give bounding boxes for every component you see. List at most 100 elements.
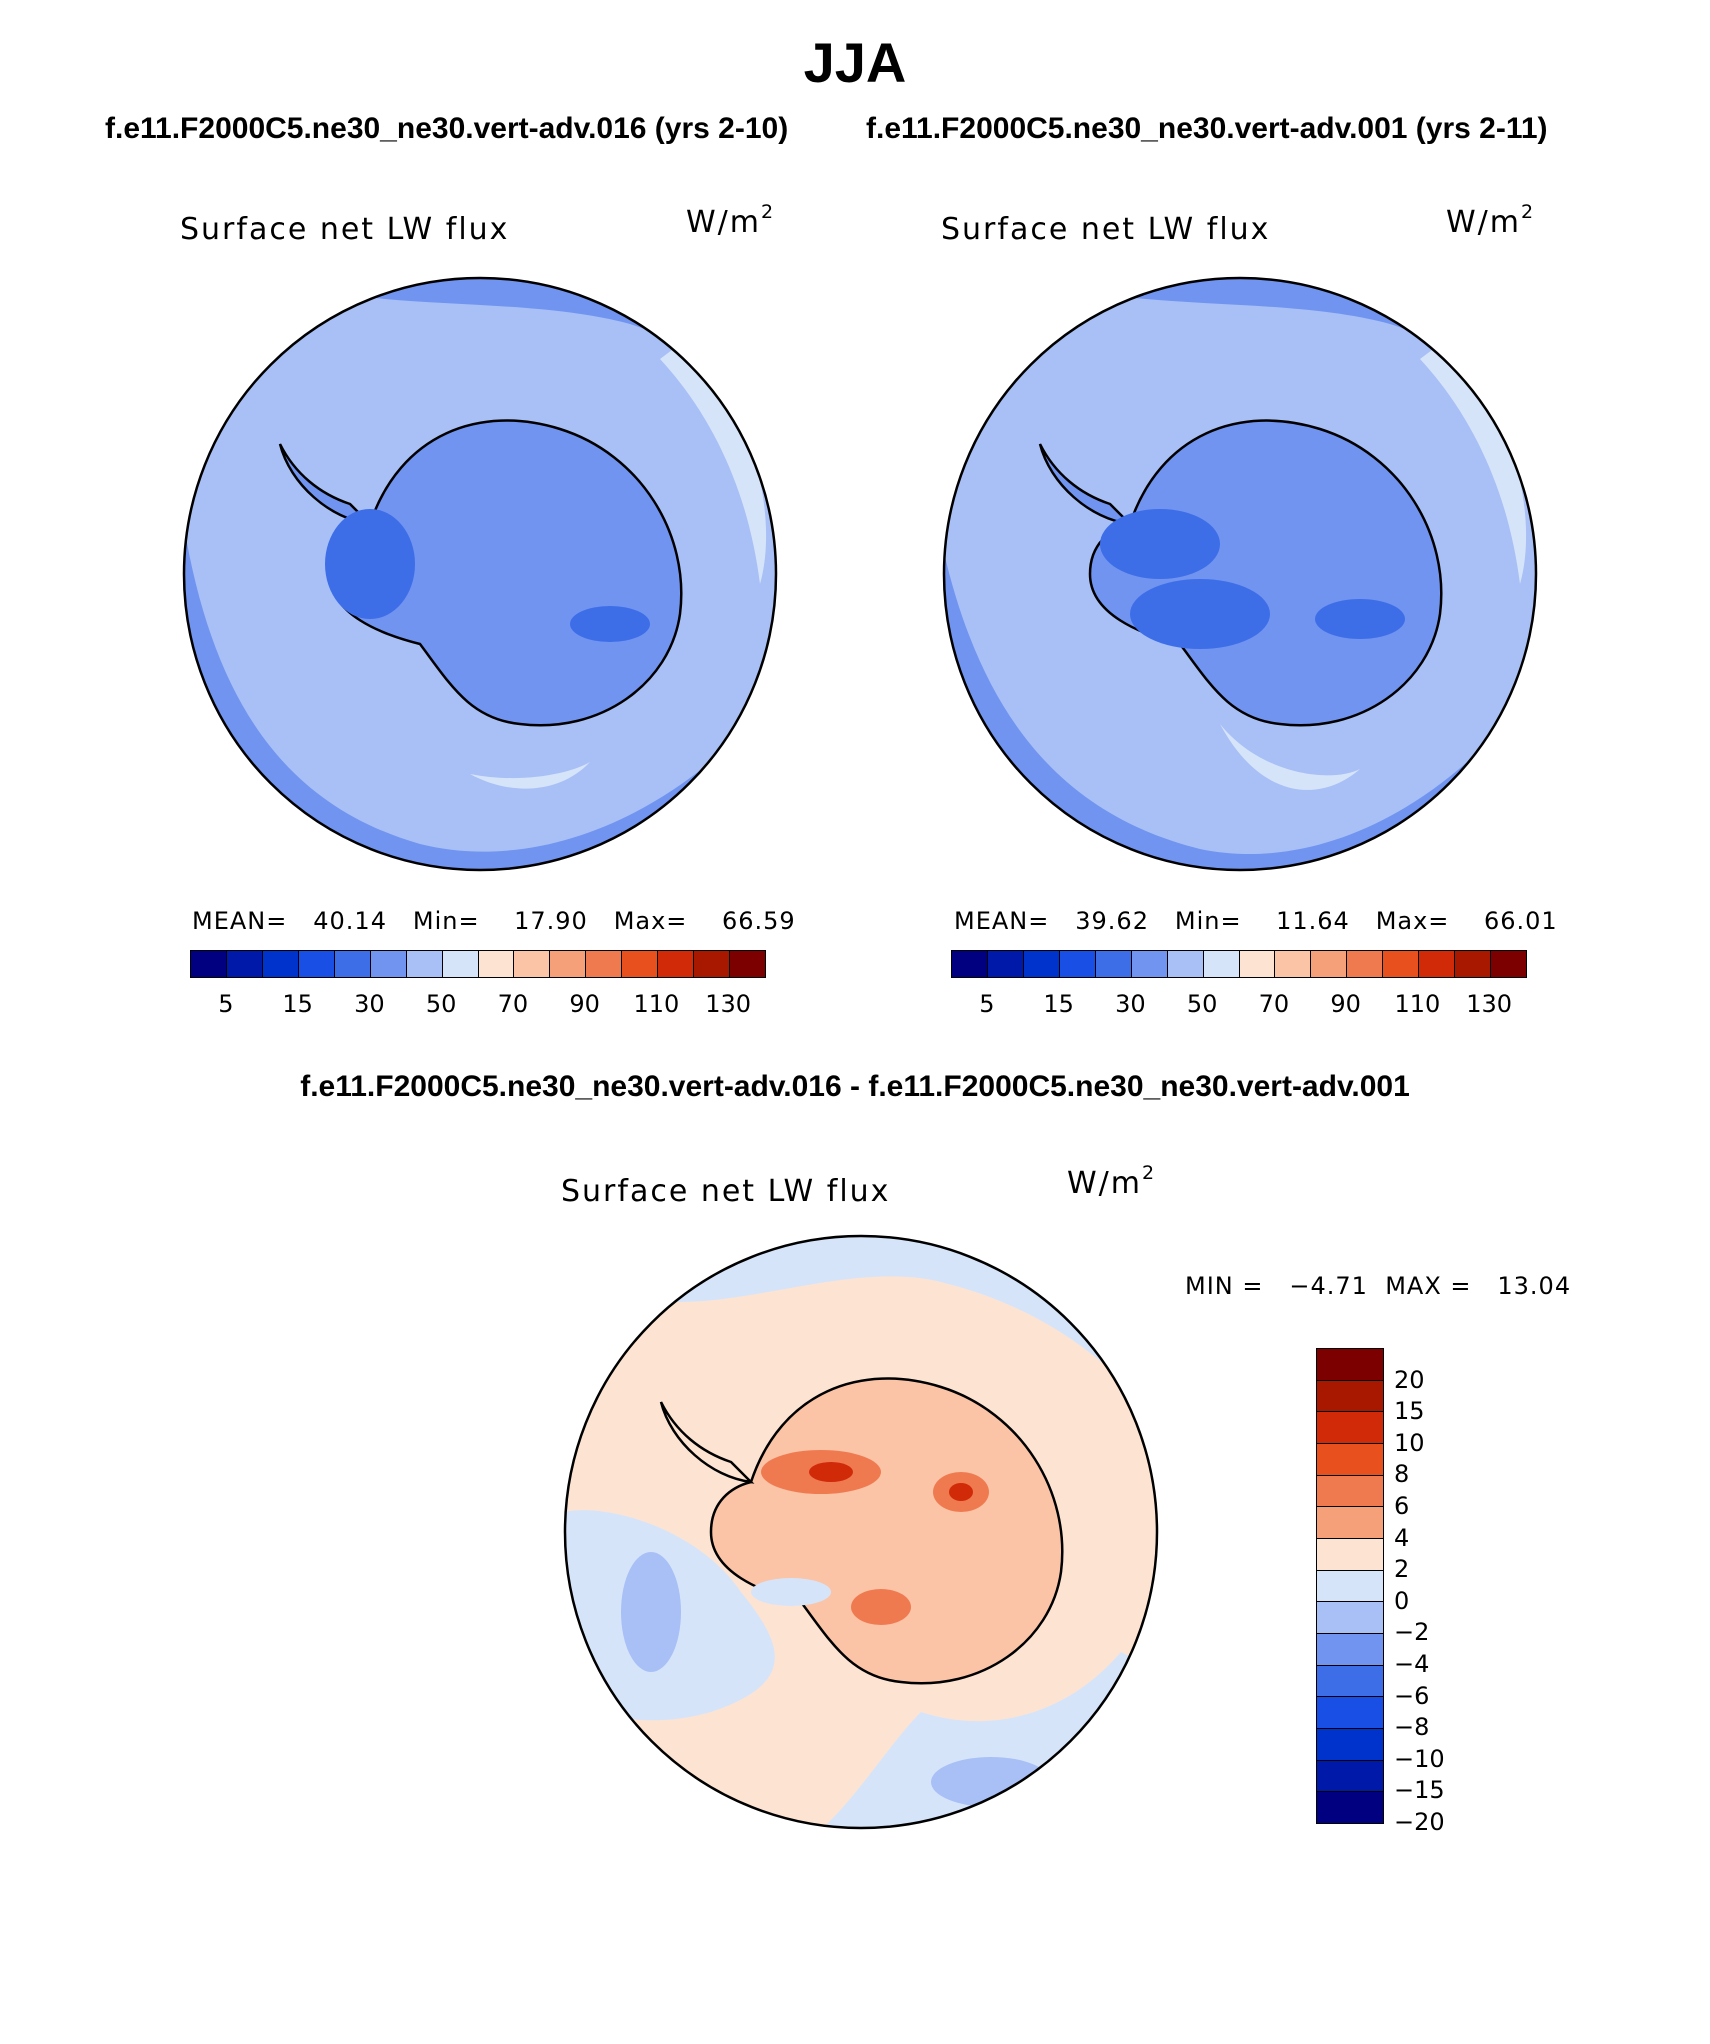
right-colorbar-tick-label: 70	[1258, 990, 1290, 1018]
right-map	[942, 276, 1538, 872]
left-colorbar-box	[442, 951, 479, 977]
right-map-dark-patch	[1100, 509, 1220, 579]
diff-colorbar-tick-label: −6	[1394, 1681, 1430, 1710]
diff-colorbar	[1316, 1348, 1384, 1824]
diff-colorbar-tick-label: 2	[1394, 1555, 1410, 1584]
left-min: 17.90	[514, 907, 588, 935]
left-colorbar-box	[226, 951, 263, 977]
diff-map	[563, 1234, 1159, 1830]
left-map-dark-patch2	[570, 606, 650, 642]
right-colorbar-box	[1131, 951, 1168, 977]
diff-colorbar-tick-label: −10	[1394, 1744, 1445, 1773]
right-min: 11.64	[1276, 907, 1350, 935]
diff-colorbar-tick-label: 8	[1394, 1460, 1410, 1489]
diff-variable-label: Surface net LW flux	[561, 1174, 891, 1209]
diff-map-warm-core	[809, 1462, 853, 1482]
diff-map-cool-patch	[621, 1552, 681, 1672]
diff-colorbar-tick-label: −4	[1394, 1649, 1430, 1678]
diff-min: −4.71	[1289, 1272, 1368, 1300]
left-colorbar-box	[406, 951, 443, 977]
left-max: 66.59	[721, 907, 796, 935]
diff-colorbar-box	[1317, 1697, 1383, 1730]
left-colorbar-box	[191, 951, 227, 977]
left-colorbar-box	[478, 951, 515, 977]
right-colorbar-tick-label: 90	[1330, 990, 1361, 1018]
left-map	[182, 276, 778, 872]
left-colorbar-box	[730, 951, 765, 977]
left-colorbar-tick-label: 5	[218, 990, 234, 1018]
left-colorbar-tick-label: 15	[282, 990, 313, 1018]
diff-colorbar-tick-label: −15	[1394, 1776, 1445, 1805]
right-colorbar-box	[952, 951, 988, 977]
left-colorbar-box	[658, 951, 695, 977]
diff-map-cool-band-top	[565, 1236, 1157, 1412]
left-colorbar-ticks: 5 15 30 50 70 90 110 130	[190, 990, 764, 1020]
diff-colorbar-box	[1317, 1729, 1383, 1761]
left-map-dark-patch	[325, 509, 415, 619]
left-variable-label: Surface net LW flux	[180, 212, 510, 247]
diff-map-warm-patch3	[851, 1589, 911, 1625]
left-colorbar-box	[334, 951, 371, 977]
diff-colorbar-box	[1317, 1475, 1383, 1508]
diff-units-label: W/m2	[1067, 1162, 1155, 1201]
diff-max: 13.04	[1497, 1272, 1572, 1300]
left-colorbar-box	[550, 951, 587, 977]
right-stats: MEAN= 39.62 Min= 11.64 Max= 66.01	[954, 907, 1558, 935]
right-colorbar-tick-label: 130	[1466, 990, 1513, 1018]
diff-colorbar-box	[1317, 1634, 1383, 1666]
right-colorbar-box	[1491, 951, 1526, 977]
right-colorbar-tick-label: 110	[1394, 990, 1441, 1018]
diff-colorbar-tick-label: −20	[1394, 1808, 1445, 1836]
diff-colorbar-box	[1317, 1412, 1383, 1445]
right-map-dark-patch2	[1130, 579, 1270, 649]
right-colorbar-box	[1383, 951, 1420, 977]
right-colorbar-tick-label: 5	[979, 990, 995, 1018]
right-colorbar-tick-label: 30	[1115, 990, 1146, 1018]
left-colorbar-tick-label: 130	[705, 990, 752, 1018]
left-colorbar-tick-label: 50	[425, 990, 457, 1018]
right-max: 66.01	[1483, 907, 1558, 935]
left-mean: 40.14	[313, 907, 387, 935]
diff-colorbar-tick-label: 15	[1394, 1397, 1425, 1426]
diff-colorbar-box	[1317, 1444, 1383, 1476]
diff-map-peninsula	[659, 1401, 755, 1484]
right-colorbar-tick-label: 50	[1186, 990, 1218, 1018]
diff-colorbar-box	[1317, 1665, 1383, 1698]
left-colorbar	[190, 950, 766, 978]
right-mean: 39.62	[1075, 907, 1149, 935]
diff-map-warm-core2	[949, 1483, 973, 1501]
left-colorbar-box	[370, 951, 407, 977]
right-units-label: W/m2	[1446, 201, 1534, 240]
diff-colorbar-box	[1317, 1570, 1383, 1603]
diff-stats: MIN = −4.71 MAX = 13.04	[1185, 1272, 1572, 1300]
diff-colorbar-box	[1317, 1380, 1383, 1413]
right-colorbar-box	[1419, 951, 1456, 977]
diff-colorbar-tick-label: −8	[1394, 1713, 1430, 1742]
diff-map-cool-patch2	[931, 1757, 1051, 1807]
diff-colorbar-tick-label: 4	[1394, 1523, 1410, 1552]
diff-colorbar-tick-label: 6	[1394, 1491, 1410, 1520]
left-units-label: W/m2	[686, 201, 774, 240]
left-colorbar-box	[514, 951, 551, 977]
right-colorbar-ticks: 5 15 30 50 70 90 110 130	[951, 990, 1525, 1020]
diff-colorbar-tick-label: 10	[1394, 1428, 1425, 1457]
case1-title: f.e11.F2000C5.ne30_ne30.vert-adv.016 (yr…	[105, 112, 789, 145]
right-variable-label: Surface net LW flux	[941, 212, 1271, 247]
left-colorbar-box	[298, 951, 335, 977]
right-colorbar-box	[1167, 951, 1204, 977]
diff-colorbar-box	[1317, 1602, 1383, 1635]
diff-map-cool-inner	[751, 1578, 831, 1606]
left-colorbar-box	[694, 951, 731, 977]
diff-colorbar-box	[1317, 1349, 1383, 1381]
right-colorbar-box	[1455, 951, 1492, 977]
left-map-peninsula	[278, 443, 374, 526]
right-colorbar-box	[1203, 951, 1240, 977]
diff-colorbar-tick-label: 0	[1394, 1586, 1410, 1615]
right-colorbar-box	[1059, 951, 1096, 977]
right-colorbar-box	[1239, 951, 1276, 977]
diff-colorbar-box	[1317, 1792, 1383, 1824]
right-colorbar-box	[1275, 951, 1312, 977]
right-map-antarctica	[1088, 419, 1443, 727]
right-map-light-streak2	[1220, 724, 1360, 790]
diff-colorbar-ticks: 20 15 10 8 6 4 2 0 −2 −4 −6 −8 −10 −15 −20	[1394, 1348, 1474, 1836]
